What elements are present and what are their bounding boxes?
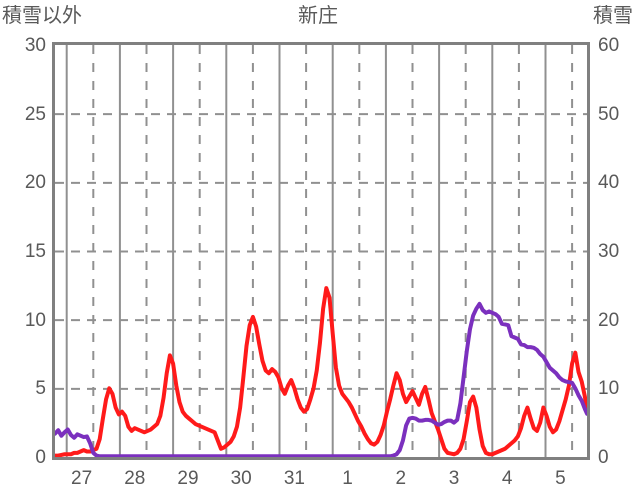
x-tick-label: 30 bbox=[230, 468, 252, 489]
x-tick-label: 28 bbox=[124, 468, 146, 489]
plot-area bbox=[52, 42, 590, 460]
x-tick-label: 29 bbox=[177, 468, 199, 489]
y-tick-label-right: 40 bbox=[598, 172, 620, 194]
series-line-other bbox=[55, 286, 587, 457]
y-tick-label-left: 0 bbox=[35, 447, 46, 468]
x-tick-label: 31 bbox=[283, 468, 305, 489]
x-tick-label: 27 bbox=[71, 468, 93, 489]
y-tick-label-right: 0 bbox=[598, 447, 609, 468]
y-tick-label-right: 60 bbox=[598, 35, 620, 56]
y-tick-label-left: 5 bbox=[35, 378, 46, 400]
y-tick-label-left: 25 bbox=[24, 103, 46, 125]
y-tick-label-right: 30 bbox=[598, 241, 620, 262]
y-tick-label-left: 20 bbox=[24, 172, 46, 194]
y-tick-label-right: 10 bbox=[598, 378, 620, 400]
x-tick-label: 2 bbox=[395, 468, 407, 489]
x-tick-label: 1 bbox=[342, 468, 353, 489]
y-tick-label-left: 10 bbox=[24, 309, 46, 331]
chart-canvas bbox=[55, 45, 587, 457]
series-line-snow bbox=[55, 301, 587, 457]
chart-title: 新庄 bbox=[298, 5, 338, 27]
y-tick-label-right: 50 bbox=[598, 103, 620, 125]
right-axis-title: 積雪 bbox=[593, 5, 633, 27]
left-axis-title: 積雪以外 bbox=[2, 5, 82, 27]
y-tick-label-right: 20 bbox=[598, 309, 620, 331]
x-tick-label: 4 bbox=[501, 468, 513, 489]
y-tick-label-left: 30 bbox=[24, 35, 46, 56]
x-tick-label: 3 bbox=[448, 468, 460, 489]
plot-inner bbox=[55, 45, 587, 457]
y-tick-label-left: 15 bbox=[24, 241, 46, 262]
x-tick-label: 5 bbox=[555, 468, 566, 489]
